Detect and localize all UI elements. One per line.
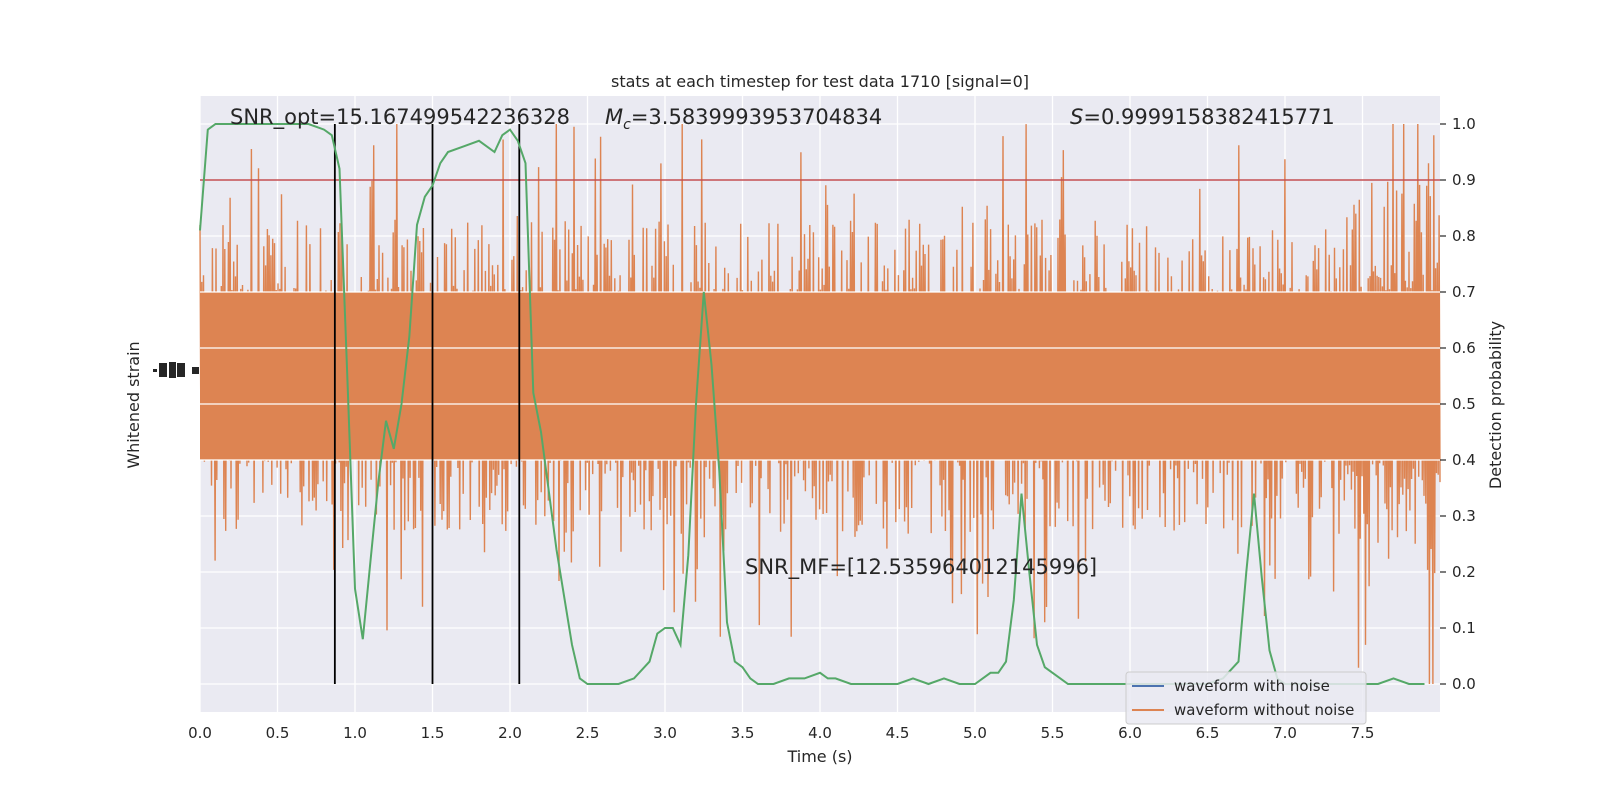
y-tick-label: 0.7 [1452, 283, 1476, 301]
x-tick-label: 4.0 [808, 724, 832, 742]
x-tick-label: 6.5 [1196, 724, 1220, 742]
chirp-mass-subscript: c [623, 117, 631, 133]
y-axis-left-ticks [153, 362, 199, 378]
annotation-snr-opt: SNR_opt=15.167499542236328 [230, 105, 570, 130]
x-tick-label: 7.0 [1273, 724, 1297, 742]
x-tick-label: 3.5 [731, 724, 755, 742]
annotation-s: S=0.9999158382415771 [1070, 105, 1335, 129]
s-symbol: S [1070, 105, 1083, 129]
legend-label-no-noise: waveform without noise [1174, 701, 1354, 719]
x-axis-label: Time (s) [786, 747, 852, 766]
x-tick-label: 2.0 [498, 724, 522, 742]
y-tick-label: 0.6 [1452, 339, 1476, 357]
x-tick-label: 5.0 [963, 724, 987, 742]
x-tick-label: 2.5 [576, 724, 600, 742]
y-tick-label: 0.3 [1452, 507, 1476, 525]
vertical-markers [333, 124, 521, 684]
y-tick-label: 0.1 [1452, 619, 1476, 637]
x-tick-label: 5.5 [1041, 724, 1065, 742]
y-tick-label: 0.2 [1452, 563, 1476, 581]
x-tick-label: 7.5 [1351, 724, 1375, 742]
y-tick-label: 1.0 [1452, 115, 1476, 133]
legend: waveform with noise waveform without noi… [1125, 671, 1367, 725]
x-tick-label: 1.5 [421, 724, 445, 742]
chart-title: stats at each timestep for test data 171… [611, 72, 1029, 91]
annotation-snr-mf: SNR_MF=[12.535964012145996] [745, 555, 1097, 580]
s-value: =0.9999158382415771 [1083, 105, 1334, 129]
y-tick-label: 0.5 [1452, 395, 1476, 413]
x-tick-label: 1.0 [343, 724, 367, 742]
y-axis-right: 0.0 0.1 0.2 0.3 0.4 0.5 0.6 0.7 0.8 0.9 1.0 [1440, 115, 1476, 693]
x-tick-label: 0.5 [266, 724, 290, 742]
y-tick-label: 0.9 [1452, 171, 1476, 189]
legend-box [1125, 671, 1367, 725]
x-tick-label: 0.0 [188, 724, 212, 742]
legend-label-noise: waveform with noise [1174, 677, 1330, 695]
orange-waveform-core [200, 292, 1440, 460]
x-tick-label: 3.0 [653, 724, 677, 742]
chirp-mass-value: =3.5839993953704834 [631, 105, 882, 129]
x-tick-label: 4.5 [886, 724, 910, 742]
chirp-mass-symbol: M [605, 105, 623, 129]
orange-waveform [199, 123, 1441, 685]
x-axis: 0.0 0.5 1.0 1.5 2.0 2.5 3.0 3.5 4.0 4.5 5.0 5.5 6.0 6… [188, 724, 1374, 742]
x-tick-label: 6.0 [1118, 724, 1142, 742]
y-axis-left-label: Whitened strain [124, 341, 143, 468]
y-tick-label: 0.0 [1452, 675, 1476, 693]
y-axis-right-label: Detection probability [1486, 321, 1505, 489]
y-tick-label: 0.4 [1452, 451, 1476, 469]
annotation-chirp-mass: Mc=3.5839993953704834 [605, 105, 882, 133]
y-tick-label: 0.8 [1452, 227, 1476, 245]
